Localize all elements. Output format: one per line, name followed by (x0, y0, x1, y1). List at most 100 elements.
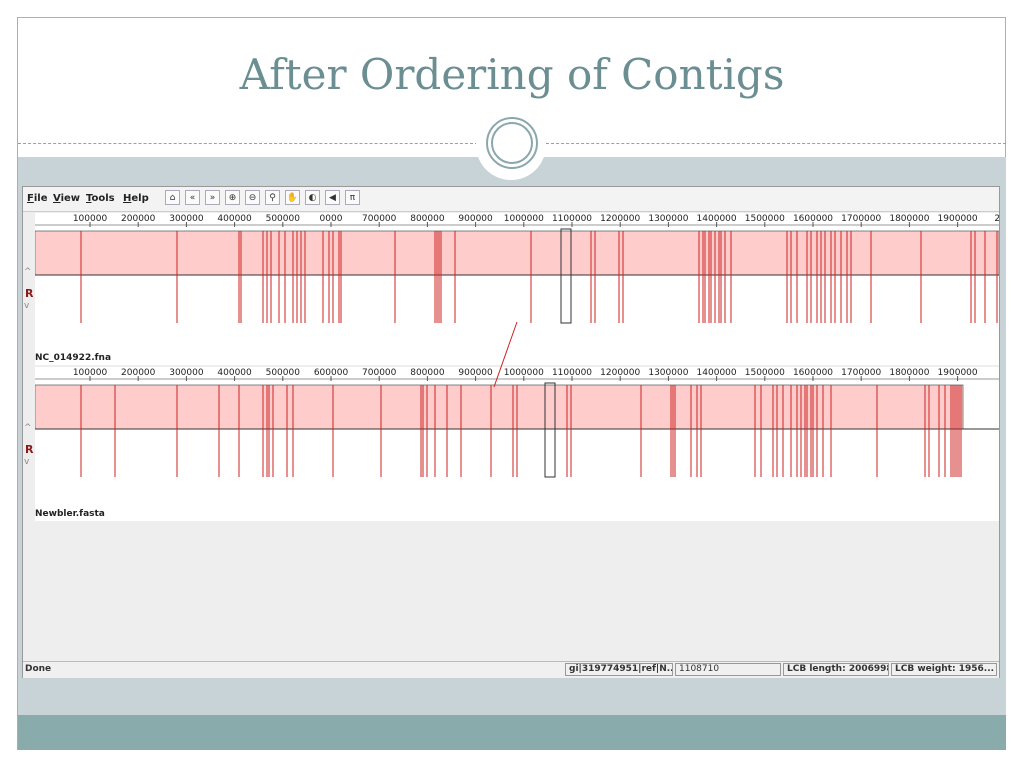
genome-panel-1[interactable]: 100000 200000 300000 400000 500000 0000 700000… (35, 213, 999, 365)
status-sequence: gi|319774951|ref|N... (565, 663, 673, 676)
mauve-window: File View Tools Help ⌂ « » ⊕ ⊖ ⚲ ✋ ◐ ◀ π… (22, 186, 1000, 678)
color-button[interactable]: ◐ (305, 190, 320, 205)
lcb-button[interactable]: ✋ (285, 190, 300, 205)
back-button[interactable]: ◀ (325, 190, 340, 205)
ruler-tick-label: 1800000 (889, 368, 929, 378)
search-button[interactable]: ⚲ (265, 190, 280, 205)
lcb-block (35, 384, 964, 430)
status-position: 1108710 (675, 663, 781, 676)
zoom-in-icon: ⊕ (228, 193, 237, 203)
ruler-tick-label: 1600000 (793, 368, 833, 378)
menu-view-label: iew (60, 193, 81, 204)
menu-help[interactable]: Help (123, 193, 149, 204)
menubar: File View Tools Help ⌂ « » ⊕ ⊖ ⚲ ✋ ◐ ◀ π (23, 187, 999, 212)
ruler-tick-label: 800000 (410, 214, 445, 224)
ruler-tick-label: 2000 (994, 214, 999, 224)
ornament-ring-icon (486, 117, 538, 169)
ruler-tick-label: 1400000 (697, 214, 737, 224)
lcb-icon: ✋ (286, 193, 299, 203)
genome-label-2: Newbler.fasta (35, 509, 105, 519)
search-icon: ⚲ (269, 193, 276, 203)
ruler-tick-label: 1500000 (745, 214, 785, 224)
reverse-marker-1[interactable]: R (25, 287, 34, 300)
menu-file-key: F (27, 193, 34, 204)
ruler-tick-label: 1900000 (938, 368, 978, 378)
scroll-left-icon: « (189, 193, 196, 203)
ruler-tick-label: 400000 (217, 214, 252, 224)
lcb-block (35, 230, 999, 276)
mark-button[interactable]: π (345, 190, 360, 205)
divider-right (546, 143, 1006, 144)
ruler-tick-label: 1700000 (841, 214, 881, 224)
ruler-tick-label: 200000 (121, 368, 156, 378)
cursor-box (544, 382, 556, 478)
ruler-tick-label: 1300000 (648, 368, 688, 378)
back-icon: ◀ (329, 193, 336, 203)
ornament-inner-ring-icon (491, 122, 533, 164)
menu-help-label: elp (131, 193, 149, 204)
ruler-tick-label: 100000 (73, 214, 108, 224)
zoom-out-icon: ⊖ (248, 193, 257, 203)
ruler-tick-label: 500000 (266, 368, 301, 378)
ruler-tick-label: 800000 (410, 368, 445, 378)
menu-file[interactable]: File (27, 193, 47, 204)
ruler-tick-label: 1300000 (648, 214, 688, 224)
genome-track-1[interactable]: 100000 200000 300000 400000 500000 0000 700000… (35, 213, 999, 353)
slide-title: After Ordering of Contigs (239, 50, 785, 99)
zoom-out-button[interactable]: ⊖ (245, 190, 260, 205)
scroll-up-icon-2[interactable]: ^ (24, 423, 32, 433)
home-icon: ⌂ (169, 193, 176, 203)
menu-file-label: ile (33, 193, 48, 204)
ruler-tick-label: 700000 (362, 214, 397, 224)
menu-tools[interactable]: Tools (86, 193, 115, 204)
home-button[interactable]: ⌂ (165, 190, 180, 205)
ruler-tick-label: 700000 (362, 368, 397, 378)
ruler-tick-label: 100000 (73, 368, 108, 378)
menu-tools-label: ools (91, 193, 115, 204)
status-text: Done (25, 664, 52, 674)
ruler-tick-label: 1000000 (504, 368, 544, 378)
status-bar: Done gi|319774951|ref|N... 1108710 LCB l… (23, 661, 999, 678)
genome-panel-2[interactable]: 100000 200000 300000 400000 500000 600000 7000… (35, 367, 999, 521)
genome-label-1: NC_014922.fna (35, 353, 112, 363)
ruler-tick-label: 1900000 (938, 214, 978, 224)
scroll-down-icon[interactable]: v (24, 301, 30, 311)
mark-icon: π (349, 193, 356, 203)
ruler-tick-label: 900000 (458, 214, 493, 224)
status-lcb-length: LCB length: 2006998 (783, 663, 889, 676)
ruler-tick-label: 1000000 (504, 214, 544, 224)
cursor-box (560, 228, 572, 324)
ruler-tick-label: 1100000 (552, 214, 592, 224)
ruler-tick-label: 1700000 (841, 368, 881, 378)
ruler-tick-label: 1100000 (552, 368, 592, 378)
zoom-in-button[interactable]: ⊕ (225, 190, 240, 205)
scroll-right-icon: » (209, 193, 216, 203)
scroll-left-button[interactable]: « (185, 190, 200, 205)
reverse-marker-2[interactable]: R (25, 443, 34, 456)
ruler-tick-label: 1200000 (600, 368, 640, 378)
scroll-right-button[interactable]: » (205, 190, 220, 205)
ruler-tick-label: 900000 (458, 368, 493, 378)
menu-tools-key: T (86, 193, 92, 204)
ruler-tick-label: 1500000 (745, 368, 785, 378)
ruler-tick-label: 0000 (320, 214, 343, 224)
ruler-tick-label: 300000 (169, 368, 204, 378)
scroll-up-icon[interactable]: ^ (24, 267, 32, 277)
ruler-tick-label: 600000 (314, 368, 349, 378)
divider-left (18, 143, 478, 144)
ruler-tick-label: 200000 (121, 214, 156, 224)
genome-track-2[interactable]: 100000 200000 300000 400000 500000 600000 7000… (35, 367, 999, 507)
ruler-tick-label: 300000 (169, 214, 204, 224)
ruler-tick-label: 1400000 (697, 368, 737, 378)
menu-help-key: H (123, 193, 132, 204)
status-lcb-weight: LCB weight: 1956... (891, 663, 997, 676)
menu-view-key: V (53, 193, 61, 204)
footer-band (18, 715, 1006, 750)
menu-view[interactable]: View (53, 193, 80, 204)
color-icon: ◐ (308, 193, 317, 203)
ruler-tick-label: 1800000 (889, 214, 929, 224)
ruler-tick-label: 1200000 (600, 214, 640, 224)
ruler-tick-label: 400000 (217, 368, 252, 378)
ruler-tick-label: 1600000 (793, 214, 833, 224)
scroll-down-icon-2[interactable]: v (24, 457, 30, 467)
